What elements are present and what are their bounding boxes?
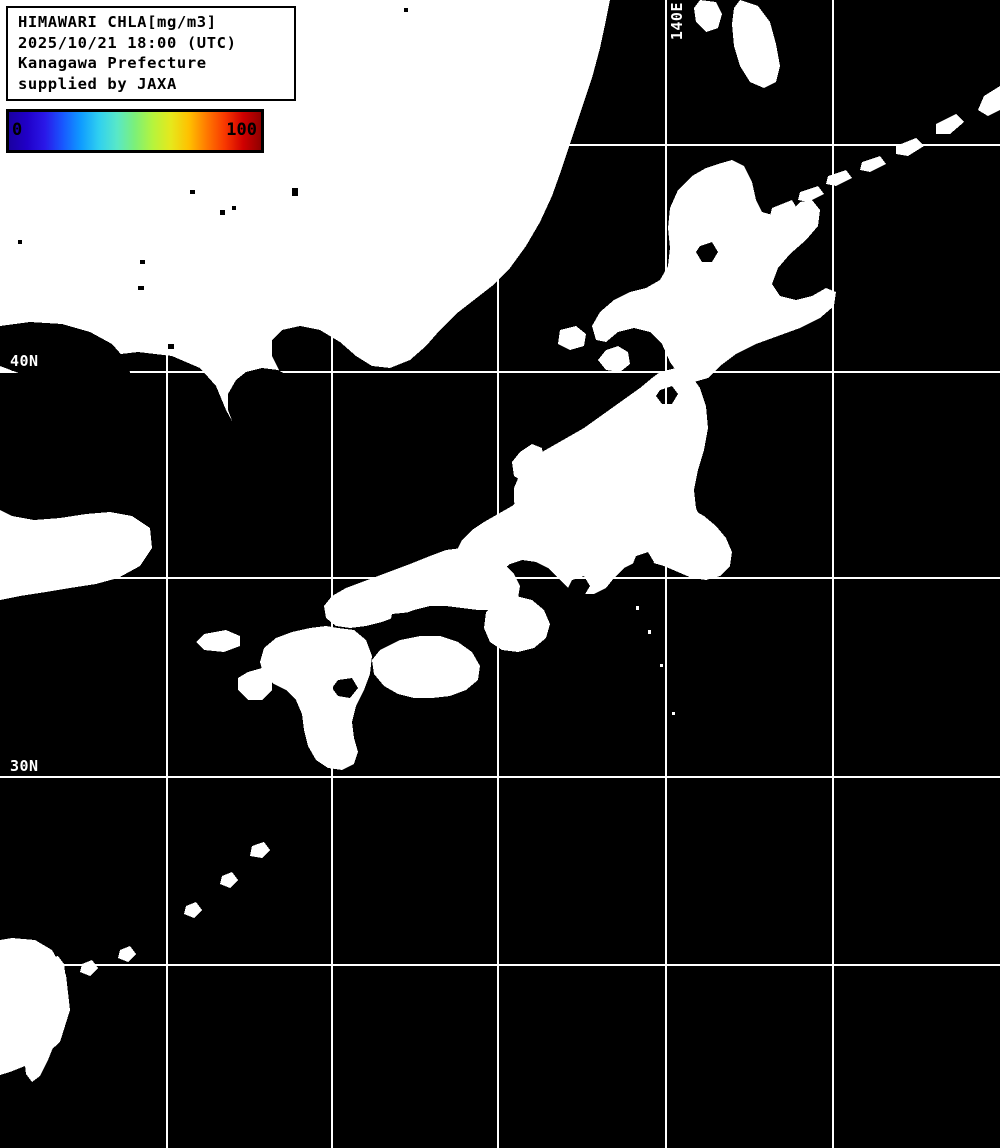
land-yaeyama <box>80 960 98 976</box>
latitude-label-30n: 30N <box>10 757 39 775</box>
speck-5 <box>292 188 298 196</box>
speck-9 <box>404 8 408 12</box>
land-miyakejima <box>660 664 663 667</box>
land-kyushu-west-islands <box>238 668 272 700</box>
land-shikoku <box>372 636 480 698</box>
land-niijima <box>648 630 651 634</box>
speck-1 <box>18 240 22 244</box>
land-sakhalin-tip <box>694 0 722 32</box>
title-line-region: Kanagawa Prefecture <box>18 54 207 72</box>
speck-6 <box>140 260 145 264</box>
colorbar-min-label: 0 <box>12 120 23 141</box>
title-line-datetime: 2025/10/21 18:00 (UTC) <box>18 33 237 52</box>
kyushu-bay <box>332 678 358 698</box>
speck-3 <box>220 210 225 215</box>
mutsu-bay <box>656 386 678 404</box>
tokyo-bay <box>632 552 654 574</box>
land-kuril-2 <box>936 114 964 134</box>
land-oshima-peninsula <box>598 346 630 372</box>
speck-2 <box>190 190 195 194</box>
land-jeju <box>196 630 240 652</box>
nodata-mask-southwest <box>0 938 70 1075</box>
land-noto-peninsula <box>512 444 544 482</box>
china-coast-layer <box>0 322 132 406</box>
ise-bay <box>568 576 590 596</box>
land-okushiri <box>558 326 586 350</box>
korea-layer <box>228 368 310 576</box>
title-line-product: HIMAWARI CHLA[mg/m3] <box>18 13 217 31</box>
land-hokkaido <box>592 160 836 382</box>
title-box: HIMAWARI CHLA[mg/m3] 2025/10/21 18:00 (U… <box>6 6 296 101</box>
land-miyako <box>118 946 136 962</box>
speck-11 <box>182 468 186 472</box>
speck-8 <box>168 344 174 349</box>
title-line-provider: supplied by JAXA <box>18 74 177 93</box>
nodata-mask-west <box>0 510 152 600</box>
land-kyushu <box>260 626 372 770</box>
latitude-label-40n: 40N <box>10 352 39 370</box>
land-kuril-4 <box>860 156 886 172</box>
legend-panel: HIMAWARI CHLA[mg/m3] 2025/10/21 18:00 (U… <box>6 6 296 153</box>
land-hachijojima <box>672 712 675 715</box>
land-kii-peninsula <box>484 596 550 652</box>
land-kuril-1 <box>978 86 1000 116</box>
speck-4 <box>232 206 236 210</box>
colorbar-max-label: 100 <box>226 120 257 141</box>
land-kuril-7 <box>770 200 798 218</box>
land-amami <box>250 842 270 858</box>
colorbar-gradient <box>9 112 261 150</box>
land-korea-black <box>228 368 310 576</box>
seto-inland-sea <box>390 612 470 640</box>
colorbar: 0 100 <box>6 109 264 153</box>
land-izu-oshima <box>636 606 639 610</box>
land-liaodong <box>0 322 132 406</box>
longitude-label-140e: 140E <box>668 2 686 41</box>
land-kuril-6 <box>798 186 824 202</box>
land-okinawa <box>184 902 202 918</box>
land-tokunoshima <box>220 872 238 888</box>
hokkaido-notch <box>696 242 718 262</box>
land-kuril-3 <box>896 138 924 156</box>
land-sakhalin-south <box>732 0 780 88</box>
coastal-detail-layer <box>332 242 718 698</box>
speck-7 <box>138 286 144 290</box>
land-honshu-west <box>324 548 520 628</box>
land-honshu-central <box>456 440 732 594</box>
